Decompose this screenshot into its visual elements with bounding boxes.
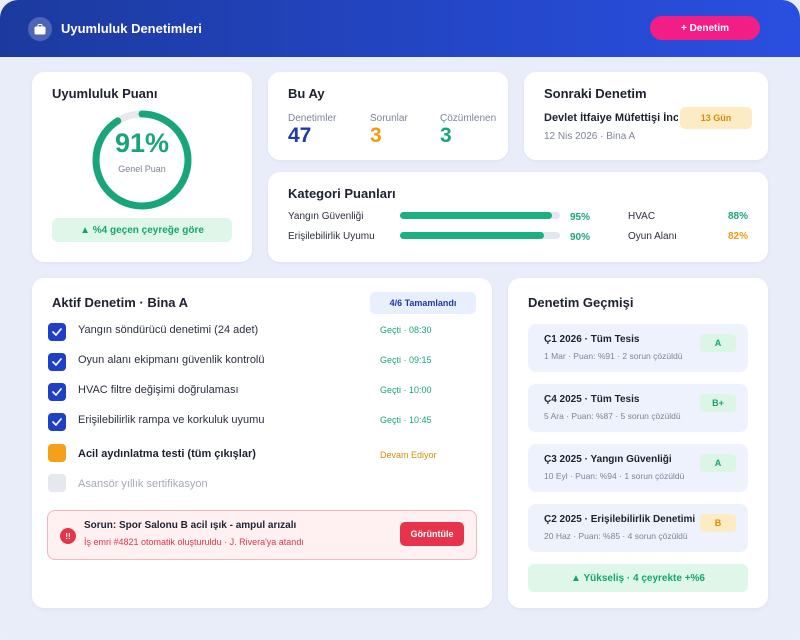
history-item-title: Ç3 2025 · Yangın Güvenliği <box>544 454 672 465</box>
history-item-title: Ç1 2026 · Tüm Tesis <box>544 334 640 345</box>
history-item-detail: 20 Haz · Puan: %85 · 4 sorun çözüldü <box>544 531 688 541</box>
category-pct-playground: 82% <box>728 231 749 242</box>
audit-history-title: Denetim Geçmişi <box>528 295 634 310</box>
days-remaining-badge: 13 Gün <box>680 107 752 129</box>
check-icon <box>52 418 62 426</box>
task-label: Erişilebilirlik rampa ve korkuluk uyumu <box>78 414 265 426</box>
category-scores-title: Kategori Puanları <box>288 186 396 201</box>
stat-issues-label: Sorunlar <box>370 113 408 124</box>
history-item[interactable]: Ç1 2026 · Tüm Tesis 1 Mar · Puan: %91 · … <box>528 324 748 372</box>
history-item-detail: 10 Eyl · Puan: %94 · 1 sorun çözüldü <box>544 471 685 481</box>
stat-issues-value: 3 <box>370 124 382 147</box>
task-checkbox[interactable] <box>48 353 66 371</box>
stat-resolved-label: Çözümlenen <box>440 113 497 124</box>
task-checkbox-pending[interactable] <box>48 474 66 492</box>
category-pct-hvac: 88% <box>728 211 749 222</box>
top-bar: Uyumluluk Denetimleri + Denetim <box>0 0 800 57</box>
stat-resolved-value: 3 <box>440 124 452 147</box>
history-item[interactable]: Ç3 2025 · Yangın Güvenliği 10 Eyl · Puan… <box>528 444 748 492</box>
task-label: Acil aydınlatma testi (tüm çıkışlar) <box>78 448 256 460</box>
active-audit-title: Aktif Denetim · Bina A <box>52 295 189 310</box>
history-item-title: Ç4 2025 · Tüm Tesis <box>544 394 640 405</box>
task-status: Geçti · 10:45 <box>380 415 432 425</box>
task-checkbox[interactable] <box>48 413 66 431</box>
task-checkbox-in-progress[interactable] <box>48 444 66 462</box>
grade-badge: B <box>700 514 736 532</box>
issue-detail: İş emri #4821 otomatik oluşturuldu · J. … <box>84 537 304 547</box>
score-label: Genel Puan <box>118 164 166 174</box>
category-fill-fire <box>400 212 552 219</box>
category-label-hvac: HVAC <box>628 211 656 222</box>
history-item-detail: 5 Ara · Puan: %87 · 5 sorun çözüldü <box>544 411 681 421</box>
next-audit-name: Devlet İtfaiye Müfettişi İnceleme <box>544 112 678 124</box>
task-status: Geçti · 10:00 <box>380 385 432 395</box>
next-audit-title: Sonraki Denetim <box>544 86 647 101</box>
task-checkbox[interactable] <box>48 383 66 401</box>
this-month-card <box>268 72 508 160</box>
check-icon <box>52 388 62 396</box>
history-item-detail: 1 Mar · Puan: %91 · 2 sorun çözüldü <box>544 351 683 361</box>
alert-icon: !! <box>60 528 76 544</box>
history-trend-badge: ▲ Yükseliş · 4 çeyrekte +%6 <box>528 564 748 592</box>
score-title: Uyumluluk Puanı <box>52 86 158 101</box>
audit-progress-badge: 4/6 Tamamlandı <box>370 292 476 314</box>
category-pct-accessibility: 90% <box>570 232 591 243</box>
new-audit-button[interactable]: + Denetim <box>650 16 760 40</box>
category-label-playground: Oyun Alanı <box>628 231 677 242</box>
task-label: HVAC filtre değişimi doğrulaması <box>78 384 239 396</box>
issue-title: Sorun: Spor Salonu B acil ışık - ampul a… <box>84 520 297 531</box>
task-label: Yangın söndürücü denetimi (24 adet) <box>78 324 259 336</box>
grade-badge: B+ <box>700 394 736 412</box>
stat-audits-value: 47 <box>288 124 312 147</box>
grade-badge: A <box>700 334 736 352</box>
this-month-title: Bu Ay <box>288 86 325 101</box>
grade-badge: A <box>700 454 736 472</box>
app-title: Uyumluluk Denetimleri <box>61 21 202 36</box>
task-label: Oyun alanı ekipmanı güvenlik kontrolü <box>78 354 265 366</box>
category-fill-accessibility <box>400 232 544 239</box>
stat-audits-label: Denetimler <box>288 113 337 124</box>
history-item-title: Ç2 2025 · Erişilebilirlik Denetimi <box>544 514 696 525</box>
score-gauge <box>92 110 192 210</box>
category-bar-fire <box>400 212 560 219</box>
score-trend-badge: ▲ %4 geçen çeyreğe göre <box>52 218 232 242</box>
category-label-accessibility: Erişilebilirlik Uyumu <box>288 231 375 242</box>
task-status: Devam Ediyor <box>380 450 437 460</box>
category-bar-accessibility <box>400 232 560 239</box>
check-icon <box>52 358 62 366</box>
task-checkbox[interactable] <box>48 323 66 341</box>
next-audit-date: 12 Nis 2026 · Bina A <box>544 131 636 142</box>
history-item[interactable]: Ç2 2025 · Erişilebilirlik Denetimi 20 Ha… <box>528 504 748 552</box>
category-label-fire: Yangın Güvenliği <box>288 211 364 222</box>
history-item[interactable]: Ç4 2025 · Tüm Tesis 5 Ara · Puan: %87 · … <box>528 384 748 432</box>
briefcase-icon <box>28 17 52 41</box>
category-pct-fire: 95% <box>570 212 591 223</box>
check-icon <box>52 328 62 336</box>
task-status: Geçti · 08:30 <box>380 325 432 335</box>
issue-alert: !! Sorun: Spor Salonu B acil ışık - ampu… <box>47 510 477 560</box>
task-status: Geçti · 09:15 <box>380 355 432 365</box>
view-issue-button[interactable]: Görüntüle <box>400 522 464 546</box>
task-label: Asansör yıllık sertifikasyon <box>78 478 208 490</box>
score-value: 91% <box>114 128 170 158</box>
